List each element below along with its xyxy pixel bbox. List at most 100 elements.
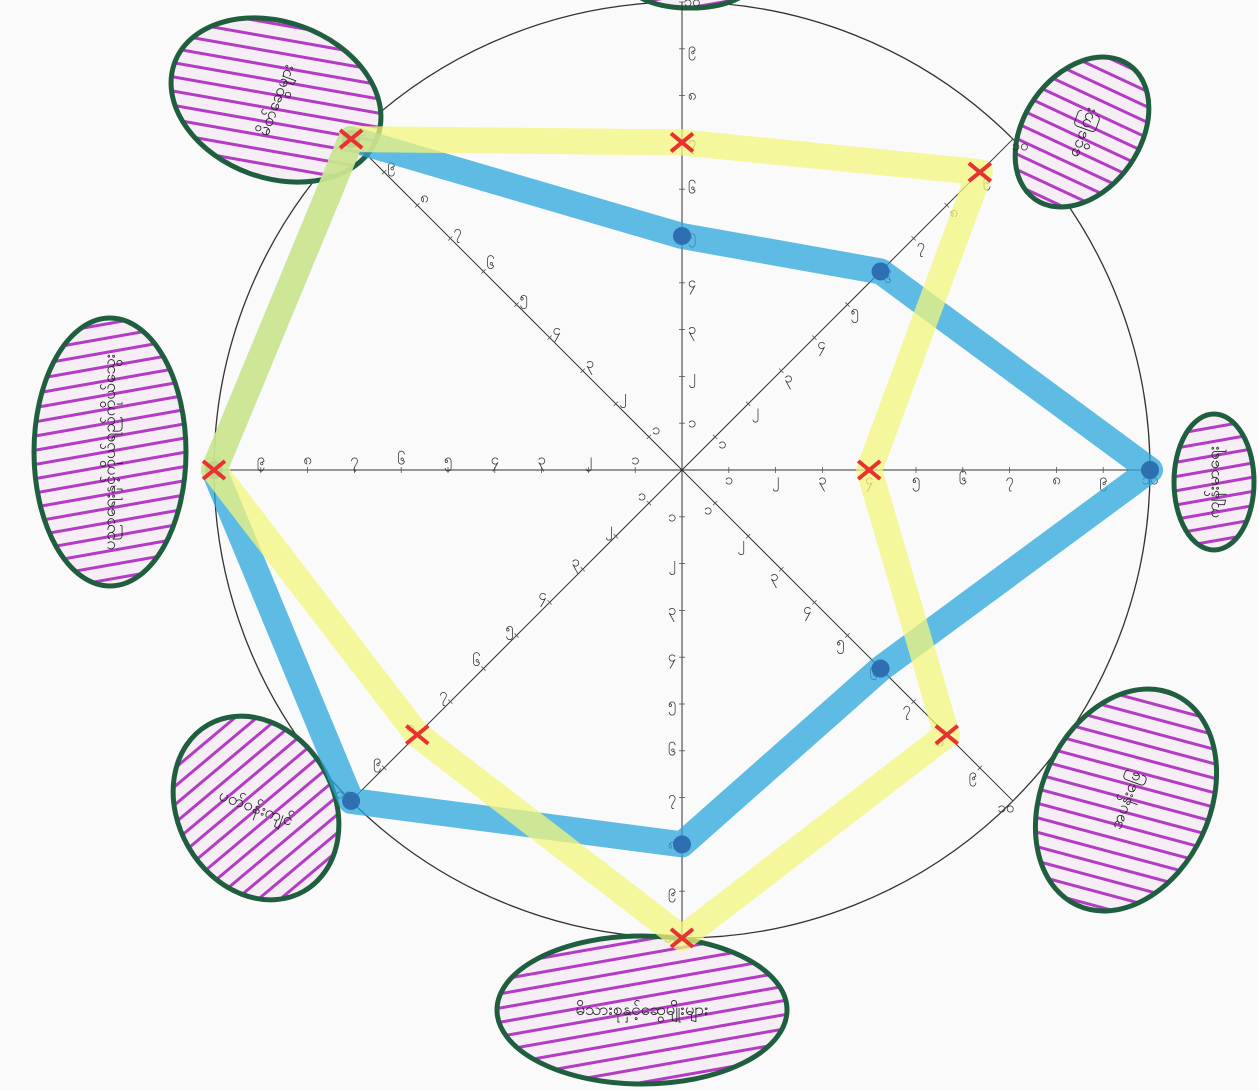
tick-label: ၉: [688, 39, 696, 60]
point: [342, 791, 361, 810]
category-bubble: [170, 713, 342, 903]
tick-label: ၄: [688, 273, 696, 294]
tick-label: ၁၀: [997, 798, 1014, 816]
tick-mark: [613, 401, 619, 407]
category-label: ကျန်းမာရေး: [1204, 446, 1227, 518]
category-label: ပညာရေးနှင့်ကိုယ်ရည်ကိုယ်သွေး: [100, 354, 123, 550]
tick-label: ၆: [668, 741, 676, 759]
tick-label: ၂: [752, 401, 759, 422]
point-cross: [934, 724, 960, 746]
tick-label: ၈: [420, 189, 429, 207]
tick-mark: [447, 235, 453, 241]
tick-label: ၉: [668, 882, 676, 903]
tick-label: ၂: [668, 554, 675, 575]
point-cross: [404, 724, 430, 746]
cross-stroke: [338, 128, 364, 150]
point: [673, 835, 691, 854]
cross-stroke: [669, 927, 695, 949]
tick-label: ၃: [688, 320, 696, 341]
tick-label: ၇: [917, 236, 925, 257]
tick-label: ၈: [688, 86, 697, 104]
tick-mark: [712, 500, 718, 506]
tick-label: ၁: [668, 507, 676, 525]
tick-label: ၅: [912, 471, 920, 492]
cross-stroke: [856, 459, 882, 481]
category-bubble: [1032, 686, 1220, 914]
tick-label: ၅: [444, 451, 452, 472]
tick-label: ၇: [668, 788, 676, 809]
tick-label: ၄: [803, 600, 811, 621]
tick-label: ၉: [969, 765, 977, 786]
tick-label: ၂: [605, 520, 612, 541]
tick-label: ၁: [631, 451, 639, 469]
tick-label: ၄: [668, 648, 676, 669]
cross-stroke: [967, 161, 993, 183]
tick-label: ၉: [1099, 471, 1107, 492]
category-bubble: [1012, 54, 1152, 210]
point-cross: [856, 459, 882, 481]
tick-mark: [613, 533, 619, 539]
tick-mark: [745, 401, 751, 407]
tick-label: ၃: [537, 451, 545, 472]
tick-label: ၁: [718, 434, 726, 452]
category-bubble: [31, 315, 189, 589]
tick-label: ၅: [836, 633, 844, 654]
tick-label: ၉: [387, 156, 395, 177]
tick-label: ၃: [784, 368, 792, 389]
tick-mark: [745, 533, 751, 539]
tick-mark: [1010, 136, 1016, 142]
point-cross: [669, 927, 695, 949]
tick-label: ၇: [439, 685, 447, 706]
tick-label: ၆: [397, 451, 405, 469]
category-bubble: [1171, 411, 1257, 553]
tick-label: ၅: [505, 619, 513, 640]
tick-label: ၄: [552, 321, 560, 342]
cross-stroke: [669, 131, 695, 153]
tick-mark: [712, 434, 718, 440]
tick-label: ၆: [959, 471, 967, 489]
tick-label: ၇: [1005, 471, 1013, 492]
cross-stroke: [201, 459, 227, 481]
tick-label: ၁: [652, 420, 660, 438]
tick-mark: [778, 368, 784, 374]
tick-label: ၂: [737, 534, 744, 555]
tick-label: ၁: [725, 471, 733, 489]
tick-mark: [778, 566, 784, 572]
tick-mark: [381, 169, 387, 175]
tick-label: ၆: [486, 255, 494, 273]
tick-label: ၁: [688, 414, 696, 432]
point: [1141, 461, 1159, 479]
tick-label: ၄: [817, 335, 825, 356]
tick-label: ၃: [668, 601, 676, 622]
tick-mark: [381, 765, 387, 771]
tick-mark: [580, 566, 586, 572]
tick-label: ၁၀: [684, 0, 701, 11]
tick-label: ၆: [688, 180, 696, 198]
tick-label: ၁: [638, 487, 646, 505]
tick-label: ၇: [902, 699, 910, 720]
tick-label: ၇: [453, 222, 461, 243]
tick-label: ၅: [668, 695, 676, 716]
tick-label: ၃: [586, 354, 594, 375]
tick-label: ၇: [350, 451, 358, 472]
cross-stroke: [404, 724, 430, 746]
tick-label: ၈: [1052, 471, 1061, 489]
tick-mark: [646, 500, 652, 506]
point-cross: [338, 128, 364, 150]
cross-stroke: [934, 724, 960, 746]
tick-label: ၆: [472, 652, 480, 670]
point-cross: [201, 459, 227, 481]
category-bubble: [494, 933, 790, 1087]
point-cross: [967, 161, 993, 183]
tick-label: ၂: [772, 471, 779, 492]
tick-mark: [514, 302, 519, 307]
tick-mark: [944, 202, 950, 208]
tick-label: ၃: [571, 553, 579, 574]
tick-label: ၅: [850, 302, 858, 323]
point: [871, 659, 890, 678]
tick-mark: [646, 434, 652, 440]
tick-label: ၈: [303, 451, 312, 469]
point: [673, 227, 691, 245]
tick-mark: [514, 633, 519, 638]
